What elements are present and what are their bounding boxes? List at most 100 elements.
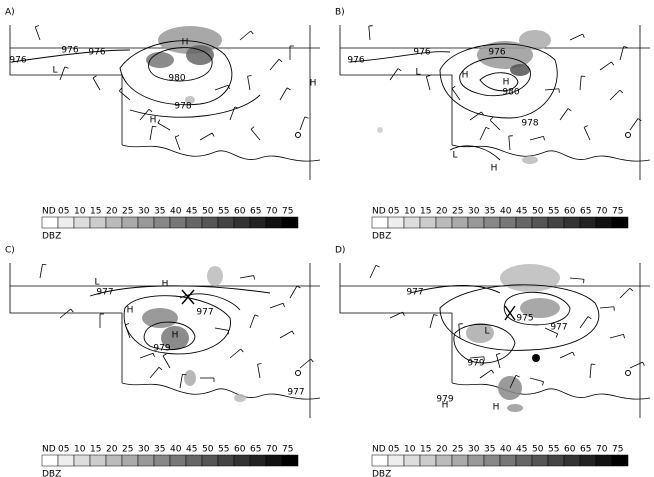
isobar xyxy=(89,285,271,297)
radar-echo xyxy=(186,45,214,65)
colorbar-cell xyxy=(563,216,581,229)
wind-barb xyxy=(249,314,256,329)
map-label: 980 xyxy=(168,74,185,84)
wind-barb-flag xyxy=(491,369,495,374)
wind-barb xyxy=(559,108,569,121)
colorbar-cell xyxy=(547,216,565,229)
wind-barb xyxy=(599,306,614,309)
map-label: L xyxy=(484,327,489,337)
radar-echo xyxy=(184,370,196,386)
colorbar-cell xyxy=(595,216,613,229)
colorbar-cell xyxy=(547,454,565,467)
wind-barb xyxy=(39,264,43,279)
colorbar-tick-label: ND xyxy=(42,445,56,455)
wind-barb xyxy=(299,116,306,131)
colorbar-tick-label: 35 xyxy=(154,207,165,217)
wind-barb xyxy=(469,356,484,359)
wind-barb xyxy=(199,132,213,141)
colorbar-cell xyxy=(419,216,437,229)
wind-barb-flag xyxy=(619,89,624,94)
map-label: 977 xyxy=(550,323,567,333)
colorbar-tick-label: ND xyxy=(372,207,386,217)
colorbar-tick-label: 20 xyxy=(436,207,448,217)
colorbar-unit: DBZ xyxy=(42,470,61,477)
map-label: 976 xyxy=(9,56,26,66)
map-label: 976 xyxy=(61,46,78,56)
wind-barb-flag xyxy=(158,366,163,371)
map-label: 980 xyxy=(502,88,519,98)
map-label: H xyxy=(491,164,498,174)
colorbar-tick-label: 40 xyxy=(500,207,512,217)
wind-barb xyxy=(162,355,171,369)
colorbar-cell xyxy=(89,216,107,229)
isobar xyxy=(179,293,241,311)
state-border xyxy=(339,263,453,383)
wind-barb xyxy=(157,122,171,131)
wind-barb xyxy=(619,46,625,61)
colorbar-cell xyxy=(483,454,501,467)
colorbar-tick-label: 35 xyxy=(484,445,495,455)
wind-barb-flag xyxy=(583,125,588,128)
colorbar-tick-label: 25 xyxy=(452,445,463,455)
isobar xyxy=(479,72,519,92)
radar-echo xyxy=(207,266,223,286)
colorbar-tick-label: 30 xyxy=(138,207,150,217)
isobar xyxy=(11,49,131,63)
wind-barb xyxy=(368,26,371,41)
map-label: H xyxy=(182,38,189,48)
wind-barb xyxy=(544,88,559,91)
wind-barb xyxy=(149,367,160,379)
state-border xyxy=(451,144,651,162)
map-label: 977 xyxy=(287,388,304,398)
radar-echo xyxy=(507,404,523,412)
wind-barb xyxy=(389,311,403,319)
colorbar-cell xyxy=(265,216,283,229)
wind-barb xyxy=(214,84,229,91)
colorbar-tick-label: 40 xyxy=(170,207,182,217)
colorbar-tick-label: 55 xyxy=(548,207,559,217)
colorbar-tick-label: 20 xyxy=(106,445,118,455)
colorbar-tick-label: 10 xyxy=(74,445,86,455)
state-border xyxy=(9,263,123,383)
storm-marker xyxy=(532,354,540,362)
wind-barb-flag xyxy=(162,353,167,357)
isobar xyxy=(349,51,451,63)
colorbar-cell xyxy=(515,454,533,467)
wind-barb-flag xyxy=(286,87,291,91)
radar-echo xyxy=(520,298,560,318)
map-label: 977 xyxy=(406,288,423,298)
colorbar-tick-label: 45 xyxy=(516,445,527,455)
colorbar-cell xyxy=(105,454,123,467)
colorbar-cell xyxy=(217,454,235,467)
wind-barb-flag xyxy=(148,108,153,113)
wind-barb-flag xyxy=(623,46,628,48)
colorbar-cell xyxy=(73,454,91,467)
map-label: H xyxy=(442,401,449,411)
colorbar-tick-label: 60 xyxy=(234,207,246,217)
colorbar-cell xyxy=(515,216,533,229)
wind-barb-flag xyxy=(555,333,559,338)
map-label: L xyxy=(452,151,457,161)
colorbar-cell xyxy=(57,454,75,467)
wind-barb xyxy=(289,285,298,299)
colorbar-tick-label: 70 xyxy=(266,445,278,455)
state-border xyxy=(451,382,651,400)
map-label: L xyxy=(415,68,420,78)
isobar xyxy=(439,284,600,351)
map-label: 976 xyxy=(88,48,105,58)
colorbar-tick-label: 25 xyxy=(122,207,133,217)
map-label: L xyxy=(52,66,57,76)
map-label: L xyxy=(94,278,99,288)
wind-barb xyxy=(569,277,584,280)
panel-label: B) xyxy=(335,8,345,18)
wind-barb-flag xyxy=(304,116,309,119)
wind-barb-flag xyxy=(157,119,161,124)
map-label: H xyxy=(493,403,500,413)
wind-barb-flag xyxy=(567,108,572,112)
colorbar-cell xyxy=(579,216,597,229)
colorbar-cell xyxy=(265,454,283,467)
wind-barb xyxy=(629,118,639,131)
wind-barb-flag xyxy=(481,111,485,116)
map-label: 976 xyxy=(488,48,505,58)
